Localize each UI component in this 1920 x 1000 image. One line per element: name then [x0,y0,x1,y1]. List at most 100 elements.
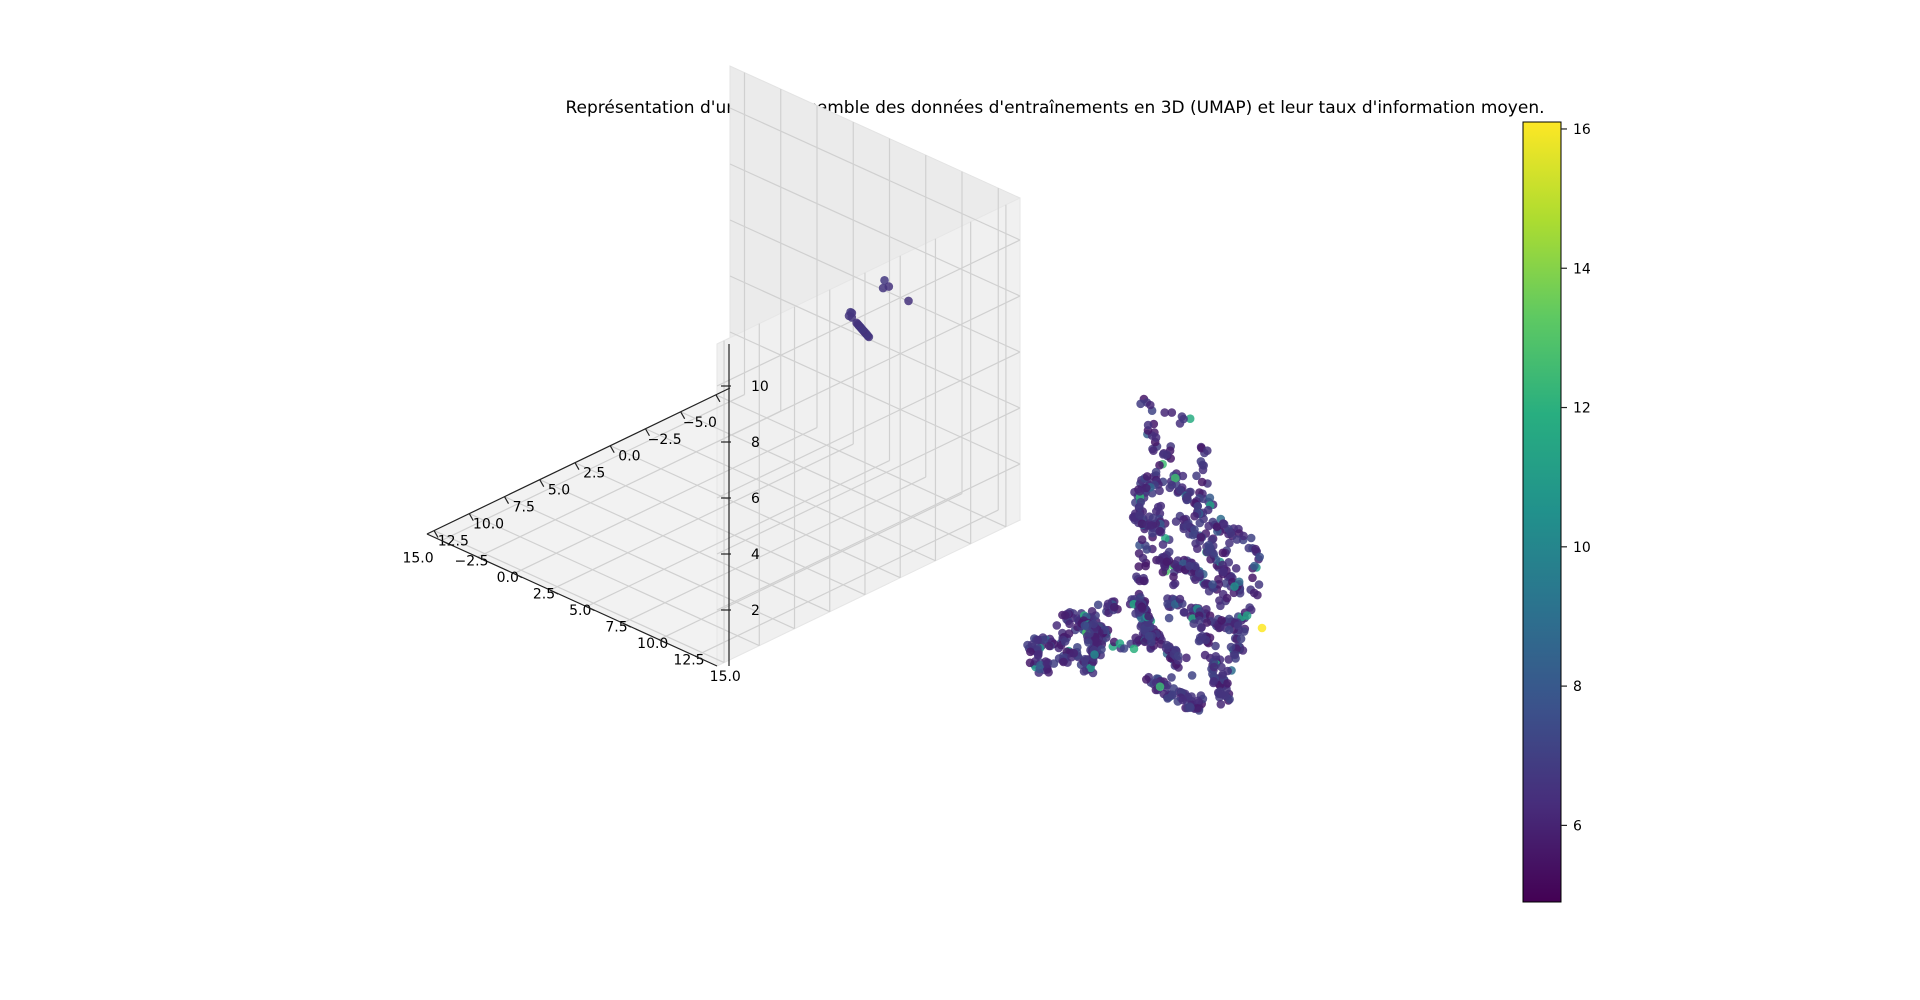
scatter-point [1193,696,1203,705]
scatter-point [1193,502,1202,511]
x-tick-label: −5.0 [683,415,717,431]
scatter-point [844,311,854,321]
scatter-point [1134,562,1144,571]
scatter-point [1242,611,1252,620]
scatter-point [1143,420,1153,430]
scatter-point [1090,650,1099,659]
grid-line-y-floor [513,427,818,575]
scatter-point [1137,604,1147,613]
scatter-point [1182,653,1191,663]
y-tick-label: 10.0 [637,636,668,652]
chart-title: Représentation d'un sous ensemble des do… [565,98,1544,118]
scatter-point [1155,526,1165,536]
grid-line-z-left [729,331,1021,465]
scatter-point [1257,623,1267,633]
y-tick [622,622,632,628]
scatter-point [1136,399,1145,409]
scatter-point [1246,533,1256,543]
scatter-point [1225,538,1234,548]
scatter-point [1221,579,1231,588]
scatter-point [1027,640,1037,649]
scatter-point [1052,621,1062,630]
scatter-point [1204,521,1213,531]
scatter-point [1169,580,1178,590]
scatter-point [880,276,889,285]
scatter-point [1216,700,1226,709]
scatter-point [1026,647,1035,657]
scatter-point [1146,521,1156,530]
scatter-point [884,282,894,291]
x-tick [574,462,580,470]
scatter-point [1129,644,1139,654]
scatter-point [1199,461,1208,470]
scatter-point [1093,600,1103,610]
z-tick-label: 10 [751,379,769,395]
scatter-point [1208,580,1217,589]
scatter-point [1202,605,1211,614]
colorbar-gradient [1522,121,1562,903]
scatter-point [1209,662,1219,672]
scatter-point [1167,673,1176,682]
colorbar-tick-label: 14 [1573,261,1591,277]
scatter-point [1090,636,1100,646]
grid-line-z-left [729,107,1021,241]
x-tick [468,513,474,521]
y-axis-line [426,533,718,667]
scatter-point [1192,471,1201,481]
scatter-point [1080,621,1090,630]
scatter-point [1176,485,1185,495]
scatter-point [1141,561,1150,571]
scatter-point [1155,556,1164,565]
scatter-point [1036,660,1045,670]
scatter-point [1255,552,1264,562]
scatter-point [1232,535,1242,544]
grid-line-x-floor [574,462,866,596]
grid-line-x-floor [715,394,1007,528]
y-tick-label: 2.5 [533,587,555,603]
x-tick-label: 0.0 [618,449,640,465]
scatter-point [1167,408,1177,417]
z-tick-label: 4 [751,547,760,563]
scatter-point [1182,492,1192,502]
grid-line-x-floor [469,513,760,647]
scatter-point [1155,486,1164,496]
scatter-point [1148,513,1158,523]
scatter-point [1214,623,1224,633]
scatter-point [1160,408,1169,417]
scatter-point [1230,582,1239,591]
scatter-point [1205,493,1215,503]
scatter-point [1233,621,1243,630]
grid-line-z-right [716,351,1021,499]
scatter-point [1142,545,1152,554]
scatter-point [1214,580,1224,589]
scatter-point [1135,510,1144,520]
axes-lines [426,344,731,667]
scatter-point [1169,572,1178,581]
grid-line-y-floor [658,493,963,641]
scatter-point [1190,525,1199,534]
scatter-point [1084,638,1093,647]
scatter-point [1187,692,1196,701]
scatter-point [1135,487,1145,496]
scatter-point [1223,679,1232,688]
scatter-point [1162,557,1172,566]
y-tick [513,573,523,579]
scatter-point [1185,561,1194,571]
scatter-point [1137,535,1147,544]
y-tick [658,639,668,645]
colorbar-tick-label: 10 [1573,540,1591,556]
z-tick-label: 8 [751,435,760,451]
colorbar-ticks: 6 8 10 12 14 16 [1561,122,1591,834]
scatter-point [1222,593,1232,603]
scatter-point [1178,695,1188,705]
scatter-point [1251,544,1260,554]
scatter-point [1196,532,1206,542]
colorbar-tick-label: 16 [1573,122,1591,138]
grid-line-x-floor [609,445,901,579]
scatter-point [1226,529,1236,538]
scatter-point [1224,625,1234,635]
scatter-point [1138,553,1148,563]
scatter-point [1183,520,1192,529]
grid-line-x-floor [645,428,936,562]
x-tick-label: 15.0 [402,551,433,567]
